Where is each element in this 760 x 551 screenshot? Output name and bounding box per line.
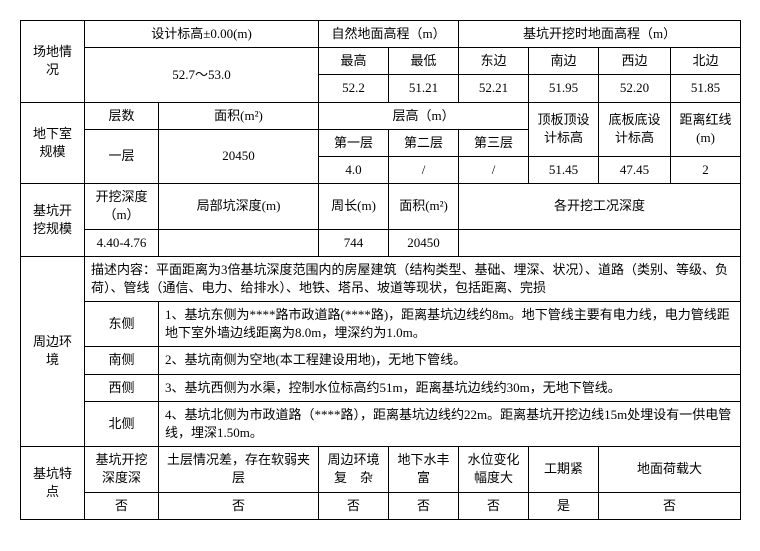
excav-depth-value: 4.40-4.76: [85, 229, 159, 256]
design-elev-value: 52.7～53.0: [85, 48, 319, 102]
feat-c4: 否: [389, 492, 459, 519]
site-label: 场地情况: [21, 21, 85, 103]
basement-floors-label: 层数: [85, 102, 159, 129]
excav-conditions-label: 各开挖工况深度: [459, 184, 741, 229]
natural-header: 自然地面高程（m）: [319, 21, 459, 48]
east-value: 52.21: [459, 75, 529, 102]
main-table: 场地情况 设计标高±0.00(m) 自然地面高程（m） 基坑开挖时地面高程（m）…: [20, 20, 741, 520]
excav-local-depth-label: 局部坑深度(m): [159, 184, 319, 229]
basement-f2-value: /: [389, 156, 459, 183]
env-north-text: 4、基坑北侧为市政道路（****路），距离基坑边线约22m。距离基坑开挖边线15…: [159, 401, 741, 446]
basement-redline-label: 距离红线(m): [671, 102, 741, 156]
feat-c5-label: 水位变化幅度大: [459, 447, 529, 492]
env-north-label: 北侧: [85, 401, 159, 446]
basement-floors-value: 一层: [85, 129, 159, 183]
feat-c1: 否: [85, 492, 159, 519]
feat-c7: 否: [599, 492, 741, 519]
basement-top-slab-label: 顶板顶设计标高: [529, 102, 599, 156]
excav-local-depth-value: [159, 229, 319, 256]
basement-f1-label: 第一层: [319, 129, 389, 156]
env-label: 周边环境: [21, 256, 85, 447]
env-east-text: 1、基坑东侧为****路市政道路(****路)，距离基坑边线约8m。地下管线主要…: [159, 302, 741, 347]
feat-c2: 否: [159, 492, 319, 519]
excav-area-label: 面积(m²): [389, 184, 459, 229]
natural-min-label: 最低: [389, 48, 459, 75]
feat-c6: 是: [529, 492, 599, 519]
basement-top-slab-value: 51.45: [529, 156, 599, 183]
design-elev-header: 设计标高±0.00(m): [85, 21, 319, 48]
excav-elev-header: 基坑开挖时地面高程（m）: [459, 21, 741, 48]
env-south-text: 2、基坑南侧为空地(本工程建设用地)，无地下管线。: [159, 347, 741, 374]
feat-c3: 否: [319, 492, 389, 519]
basement-area-label: 面积(m²): [159, 102, 319, 129]
south-label: 南边: [529, 48, 599, 75]
feat-c6-label: 工期紧: [529, 447, 599, 492]
env-east-label: 东侧: [85, 302, 159, 347]
basement-bottom-slab-label: 底板底设计标高: [599, 102, 671, 156]
basement-height-label: 层高（m）: [319, 102, 529, 129]
basement-bottom-slab-value: 47.45: [599, 156, 671, 183]
basement-f2-label: 第二层: [389, 129, 459, 156]
feat-c5: 否: [459, 492, 529, 519]
env-desc: 描述内容：平面距离为3倍基坑深度范围内的房屋建筑（结构类型、基础、埋深、状况）、…: [85, 256, 741, 301]
natural-max: 52.2: [319, 75, 389, 102]
env-west-label: 西侧: [85, 374, 159, 401]
natural-min: 51.21: [389, 75, 459, 102]
basement-f3-value: /: [459, 156, 529, 183]
west-label: 西边: [599, 48, 671, 75]
excav-perimeter-value: 744: [319, 229, 389, 256]
basement-label: 地下室规模: [21, 102, 85, 184]
excav-conditions-value: [459, 229, 741, 256]
excav-label: 基坑开挖规模: [21, 184, 85, 257]
feat-c3-label: 周边环境复 杂: [319, 447, 389, 492]
feat-c1-label: 基坑开挖深度深: [85, 447, 159, 492]
feat-c4-label: 地下水丰 富: [389, 447, 459, 492]
feat-c2-label: 土层情况差，存在软弱夹层: [159, 447, 319, 492]
north-value: 51.85: [671, 75, 741, 102]
natural-max-label: 最高: [319, 48, 389, 75]
env-west-text: 3、基坑西侧为水渠，控制水位标高约51m，距离基坑边线约30m，无地下管线。: [159, 374, 741, 401]
excav-perimeter-label: 周长(m): [319, 184, 389, 229]
basement-redline-value: 2: [671, 156, 741, 183]
basement-area-value: 20450: [159, 129, 319, 183]
basement-f3-label: 第三层: [459, 129, 529, 156]
feat-label: 基坑特点: [21, 447, 85, 520]
feat-c7-label: 地面荷载大: [599, 447, 741, 492]
env-south-label: 南侧: [85, 347, 159, 374]
excav-area-value: 20450: [389, 229, 459, 256]
north-label: 北边: [671, 48, 741, 75]
excav-depth-label: 开挖深度（m）: [85, 184, 159, 229]
west-value: 52.20: [599, 75, 671, 102]
south-value: 51.95: [529, 75, 599, 102]
east-label: 东边: [459, 48, 529, 75]
basement-f1-value: 4.0: [319, 156, 389, 183]
